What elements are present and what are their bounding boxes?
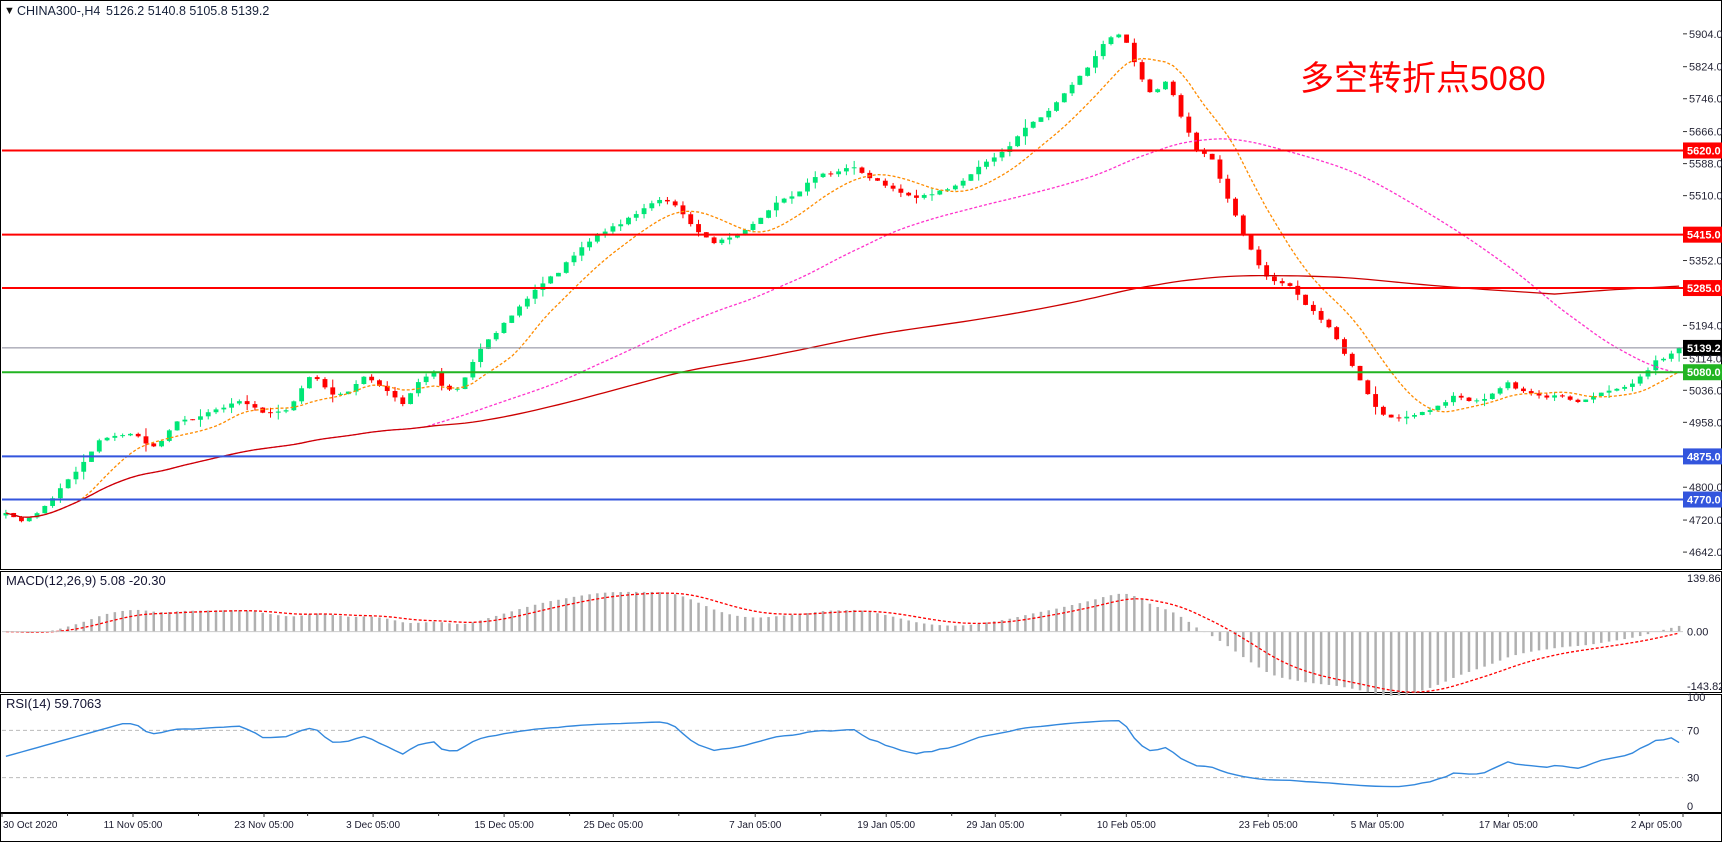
svg-text:7 Jan 05:00: 7 Jan 05:00 <box>729 820 782 831</box>
svg-text:4770.0: 4770.0 <box>1687 495 1721 507</box>
svg-text:17 Mar 05:00: 17 Mar 05:00 <box>1479 820 1538 831</box>
svg-text:11 Nov 05:00: 11 Nov 05:00 <box>104 820 163 831</box>
svg-text:19 Jan 05:00: 19 Jan 05:00 <box>857 820 915 831</box>
svg-text:4958.0: 4958.0 <box>1689 417 1722 429</box>
svg-text:2 Apr 05:00: 2 Apr 05:00 <box>1631 820 1683 831</box>
svg-text:3 Dec 05:00: 3 Dec 05:00 <box>346 820 400 831</box>
svg-text:5666.0: 5666.0 <box>1689 127 1722 139</box>
svg-text:5824.0: 5824.0 <box>1689 62 1722 74</box>
svg-text:0.00: 0.00 <box>1687 627 1708 639</box>
svg-text:15 Dec 05:00: 15 Dec 05:00 <box>474 820 534 831</box>
svg-text:4875.0: 4875.0 <box>1687 451 1721 463</box>
svg-text:5415.0: 5415.0 <box>1687 230 1721 242</box>
svg-text:4642.0: 4642.0 <box>1689 547 1722 559</box>
svg-text:5114.0: 5114.0 <box>1689 353 1722 365</box>
svg-text:5 Mar 05:00: 5 Mar 05:00 <box>1351 820 1405 831</box>
svg-text:70: 70 <box>1687 725 1699 737</box>
svg-text:5904.0: 5904.0 <box>1689 29 1722 41</box>
svg-text:5746.0: 5746.0 <box>1689 94 1722 106</box>
svg-text:139.86: 139.86 <box>1687 573 1721 585</box>
svg-text:多空转折点5080: 多空转折点5080 <box>1300 60 1546 98</box>
svg-text:5588.0: 5588.0 <box>1689 159 1722 171</box>
svg-text:▼: ▼ <box>4 5 15 17</box>
svg-text:30: 30 <box>1687 773 1699 785</box>
svg-text:0: 0 <box>1687 801 1693 813</box>
svg-text:5620.0: 5620.0 <box>1687 145 1721 157</box>
svg-text:30 Oct 2020: 30 Oct 2020 <box>3 820 58 831</box>
svg-text:29 Jan 05:00: 29 Jan 05:00 <box>966 820 1024 831</box>
svg-text:23 Nov 05:00: 23 Nov 05:00 <box>234 820 294 831</box>
svg-text:5036.0: 5036.0 <box>1689 385 1722 397</box>
svg-text:10 Feb 05:00: 10 Feb 05:00 <box>1097 820 1156 831</box>
svg-text:4800.0: 4800.0 <box>1689 482 1722 494</box>
svg-text:4720.0: 4720.0 <box>1689 515 1722 527</box>
svg-text:5080.0: 5080.0 <box>1687 367 1721 379</box>
svg-text:CHINA300-,H4: CHINA300-,H4 <box>17 4 100 18</box>
svg-text:5510.0: 5510.0 <box>1689 191 1722 203</box>
svg-text:5352.0: 5352.0 <box>1689 256 1722 268</box>
svg-text:5126.2 5140.8 5105.8 5139.2: 5126.2 5140.8 5105.8 5139.2 <box>106 4 269 18</box>
svg-text:23 Feb 05:00: 23 Feb 05:00 <box>1239 820 1298 831</box>
svg-text:MACD(12,26,9) 5.08 -20.30: MACD(12,26,9) 5.08 -20.30 <box>6 573 166 588</box>
svg-text:25 Dec 05:00: 25 Dec 05:00 <box>584 820 644 831</box>
svg-text:RSI(14) 59.7063: RSI(14) 59.7063 <box>6 696 101 711</box>
svg-text:100: 100 <box>1687 692 1705 704</box>
svg-text:5285.0: 5285.0 <box>1687 283 1721 295</box>
svg-text:5194.0: 5194.0 <box>1689 320 1722 332</box>
